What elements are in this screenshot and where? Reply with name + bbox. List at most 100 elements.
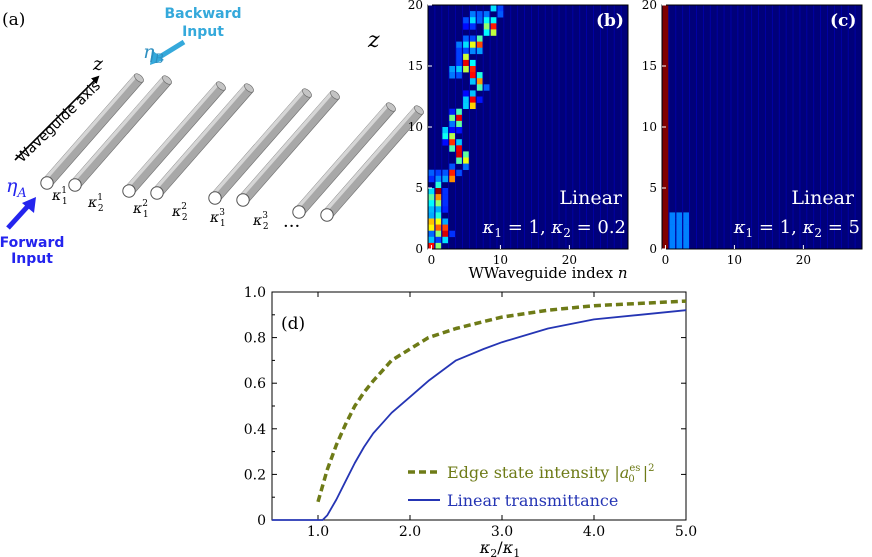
intensity-cell	[683, 212, 689, 219]
intensity-cell	[463, 47, 469, 55]
intensity-cell	[662, 120, 669, 128]
intensity-cell	[449, 66, 455, 73]
intensity-cell	[676, 224, 683, 231]
intensity-cell	[662, 96, 669, 103]
panel-c-label: (c)	[830, 11, 856, 31]
intensity-cell	[483, 84, 490, 91]
intensity-cell	[497, 11, 504, 18]
intensity-cell	[435, 224, 442, 231]
intensity-cell	[428, 188, 435, 195]
maps-x-axis-label: WWaveguide index n	[469, 264, 628, 282]
intensity-cell	[463, 90, 469, 97]
panel-a-label: (a)	[2, 10, 25, 30]
forward-input-arrow	[6, 197, 36, 230]
intensity-cell	[449, 114, 455, 122]
intensity-cell	[662, 133, 669, 140]
panel-b-y-axis-label: z	[367, 28, 380, 53]
intensity-cell	[435, 181, 442, 189]
intensity-cell	[662, 102, 669, 109]
panel-c-intensity-map: 0 5 10 15 20 0 10 20	[642, 0, 863, 267]
x-tick-label: 2.0	[399, 524, 421, 540]
intensity-cell	[469, 11, 476, 18]
intensity-cell	[662, 47, 669, 55]
intensity-cell	[662, 145, 669, 152]
y-tick-label: 5	[415, 181, 423, 195]
panel-d-legend: Edge state intensity |aes 0 |2 Linear tran…	[408, 463, 655, 510]
intensity-cell	[490, 5, 497, 12]
intensity-cell	[662, 139, 669, 146]
intensity-cell	[449, 169, 455, 177]
intensity-cell	[442, 188, 449, 195]
panel-b-label: (b)	[596, 11, 624, 31]
intensity-cell	[662, 11, 669, 18]
intensity-cell	[662, 66, 669, 73]
intensity-cell	[662, 84, 669, 91]
intensity-cell	[449, 145, 455, 152]
x-tick-label: 20	[796, 253, 811, 267]
intensity-cell	[456, 47, 462, 55]
coupling-label: κ1 2	[87, 193, 104, 214]
plot-frame	[271, 291, 687, 521]
y-tick-label: 20	[642, 0, 657, 12]
intensity-cell	[435, 218, 442, 225]
coupling-label: κ2 2	[171, 202, 188, 223]
intensity-cell	[435, 236, 442, 244]
waveguide-tube	[292, 102, 396, 219]
intensity-cell	[456, 41, 462, 48]
intensity-cell	[683, 224, 689, 231]
eta-a-symbol: ηA	[6, 175, 27, 201]
intensity-cell	[463, 163, 469, 170]
intensity-cell	[442, 224, 449, 231]
intensity-cell	[442, 139, 449, 146]
intensity-cell	[456, 66, 462, 73]
x-tick-label: 0	[662, 253, 670, 267]
intensity-cell	[469, 35, 476, 42]
intensity-cell	[456, 157, 462, 164]
intensity-cell	[442, 230, 449, 238]
edge-state-intensity-line	[316, 299, 687, 503]
intensity-cell	[428, 194, 435, 201]
intensity-cell	[669, 218, 676, 225]
intensity-cell	[662, 224, 669, 231]
x-tick-label: 10	[727, 253, 742, 267]
intensity-cell	[442, 236, 449, 244]
y-tick-label: 0	[257, 513, 266, 529]
intensity-cell	[683, 218, 689, 225]
x-tick-label: 0	[428, 253, 436, 267]
intensity-cell	[463, 157, 469, 164]
intensity-cell	[662, 114, 669, 122]
waveguide-tube	[40, 73, 144, 190]
intensity-cell	[662, 157, 669, 164]
intensity-cell	[435, 194, 442, 201]
intensity-cell	[435, 169, 442, 177]
intensity-cell	[469, 66, 476, 73]
intensity-cell	[676, 230, 683, 238]
intensity-cell	[442, 175, 449, 183]
intensity-cell	[662, 236, 669, 244]
intensity-cell	[476, 11, 483, 18]
panel-c-regime: Linear	[791, 187, 855, 209]
intensity-cell	[662, 200, 669, 207]
intensity-cell	[449, 163, 455, 170]
intensity-cell	[476, 17, 483, 24]
forward-input-label-line2: Input	[11, 251, 53, 267]
intensity-cell	[483, 29, 490, 36]
waveguide-array	[40, 73, 424, 222]
backward-input-label-line1: Backward	[164, 6, 241, 22]
waveguide-axis-arrow	[14, 75, 100, 161]
intensity-cell	[662, 53, 669, 61]
intensity-cell	[435, 242, 442, 250]
intensity-cell	[662, 41, 669, 48]
intensity-cell	[449, 139, 455, 146]
waveguide-tube	[122, 81, 226, 198]
intensity-cell	[669, 236, 676, 244]
intensity-cell	[662, 127, 669, 134]
intensity-cell	[662, 151, 669, 158]
y-tick-label: 0.4	[244, 422, 266, 438]
intensity-cell	[442, 127, 449, 134]
y-tick-label: 0.8	[244, 331, 266, 347]
intensity-cell	[662, 59, 669, 67]
intensity-cell	[476, 41, 483, 48]
intensity-cell	[456, 145, 462, 152]
